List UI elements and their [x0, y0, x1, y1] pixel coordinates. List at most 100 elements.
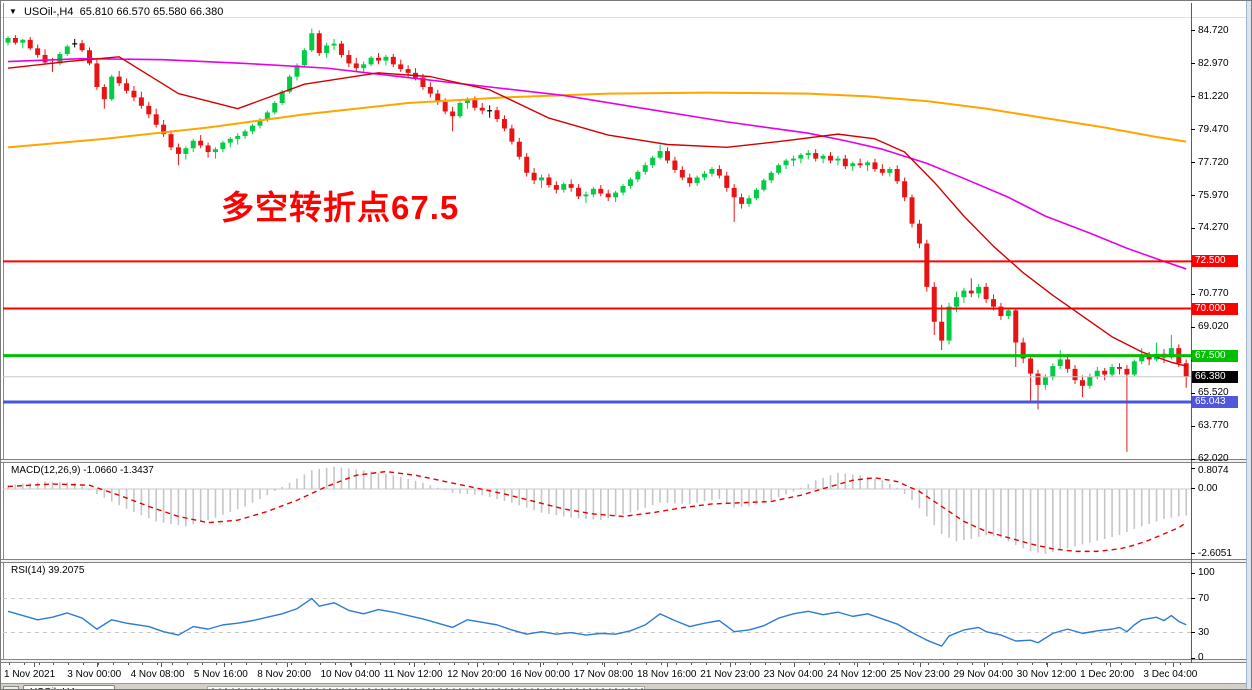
candle-body — [991, 299, 997, 307]
macd-canvas[interactable] — [3, 463, 1191, 559]
candle-body — [212, 149, 218, 153]
candle-body — [650, 157, 656, 166]
candle-body — [813, 152, 819, 159]
time-minor-tick — [83, 663, 85, 665]
time-minor-tick — [631, 663, 633, 665]
candle-body — [183, 148, 189, 154]
price-tick-label: 84.720 — [1198, 24, 1229, 36]
candle-body — [835, 158, 841, 161]
candle-body — [909, 197, 915, 224]
price-line-badge: 66.380 — [1192, 370, 1238, 383]
window-icon[interactable] — [3, 686, 19, 689]
candle-body — [42, 54, 48, 63]
time-minor-tick — [290, 663, 292, 665]
candle-body — [850, 163, 856, 167]
candle-body — [724, 175, 730, 188]
candle-body — [983, 286, 989, 300]
time-minor-tick — [957, 663, 959, 665]
macd-indicator-values: -1.0660 -1.3437 — [83, 465, 154, 476]
time-minor-tick — [601, 663, 603, 665]
time-minor-tick — [483, 663, 485, 665]
candle-body — [879, 169, 885, 173]
candle-body — [353, 63, 359, 69]
time-minor-tick — [572, 663, 574, 665]
time-minor-tick — [142, 663, 144, 665]
time-minor-tick — [349, 663, 351, 665]
candle-body — [487, 110, 493, 112]
chart-tab-others[interactable] — [207, 686, 645, 689]
price-tick — [1191, 96, 1195, 98]
price-tick-label: 62.020 — [1198, 453, 1229, 464]
time-label: 17 Nov 08:00 — [573, 669, 634, 680]
time-minor-tick — [409, 663, 411, 665]
price-axis[interactable]: 84.720 82.970 81.220 79.470 77.720 75.970 74.2… — [1191, 17, 1248, 663]
time-tick — [793, 663, 795, 667]
candle-body — [1168, 348, 1174, 358]
candle-body — [516, 141, 522, 157]
price-tick — [1191, 129, 1195, 131]
candle-body — [109, 76, 115, 100]
time-minor-tick — [542, 663, 544, 665]
time-minor-tick — [498, 663, 500, 665]
candle-body — [494, 110, 500, 120]
candle-body — [257, 119, 263, 126]
rsi-label: RSI(14) 39.2075 — [11, 565, 84, 576]
time-minor-tick — [705, 663, 707, 665]
window-edge-strip — [1246, 1, 1251, 689]
time-axis[interactable]: 1 Nov 2021 3 Nov 00:00 4 Nov 08:00 5 Nov 16… — [1, 663, 1251, 683]
time-minor-tick — [68, 663, 70, 665]
candle-body — [702, 173, 708, 178]
chevron-down-icon[interactable]: ▼ — [9, 7, 17, 16]
candle-body — [464, 100, 470, 104]
price-chart-canvas[interactable] — [3, 17, 1191, 463]
candle-body — [613, 192, 619, 198]
rsi-tick — [1191, 632, 1195, 634]
candle-body — [1131, 361, 1137, 375]
time-minor-tick — [423, 663, 425, 665]
ma-slow-orange — [7, 91, 1187, 149]
time-minor-tick — [127, 663, 129, 665]
time-minor-tick — [468, 663, 470, 665]
chart-tab-usoil[interactable]: USOil-,H4 — [23, 685, 115, 689]
price-tick — [1191, 30, 1195, 32]
time-minor-tick — [186, 663, 188, 665]
time-label: 23 Nov 04:00 — [763, 669, 824, 680]
time-minor-tick — [1179, 663, 1181, 665]
time-tick — [1110, 663, 1112, 667]
rsi-canvas[interactable] — [3, 563, 1191, 661]
time-label: 3 Nov 00:00 — [67, 669, 122, 680]
time-tick — [160, 663, 162, 667]
time-minor-tick — [1150, 663, 1152, 665]
candle-body — [153, 114, 159, 125]
time-label: 30 Nov 12:00 — [1016, 669, 1077, 680]
candle-body — [568, 184, 574, 188]
candle-body — [998, 306, 1004, 317]
candle-body — [12, 37, 18, 43]
macd-splitter[interactable] — [1, 459, 1251, 463]
macd-tick-label: 0.8074 — [1198, 465, 1229, 476]
candle-body — [872, 162, 878, 170]
candle-body — [1079, 380, 1085, 386]
rsi-tick-label: 70 — [1198, 592, 1210, 604]
macd-signal-line — [7, 470, 1187, 553]
price-tick — [1191, 195, 1195, 197]
time-axis-splitter — [1, 659, 1251, 663]
candle-body — [272, 103, 278, 113]
time-minor-tick — [1076, 663, 1078, 665]
time-tick — [983, 663, 985, 667]
time-minor-tick — [913, 663, 915, 665]
macd-label: MACD(12,26,9) -1.0660 -1.3437 — [11, 465, 154, 476]
time-minor-tick — [927, 663, 929, 665]
candle-body — [642, 165, 648, 172]
candle-body — [1005, 310, 1011, 317]
rsi-splitter[interactable] — [1, 559, 1251, 563]
time-minor-tick — [868, 663, 870, 665]
time-minor-tick — [853, 663, 855, 665]
candle-body — [598, 188, 604, 194]
price-tick-label: 82.970 — [1198, 57, 1229, 69]
candle-body — [420, 77, 426, 87]
chart-annotation-text: 多空转折点67.5 — [221, 189, 460, 226]
time-minor-tick — [838, 663, 840, 665]
macd-tick-label: 0.00 — [1198, 482, 1218, 494]
candle-body — [450, 111, 456, 117]
